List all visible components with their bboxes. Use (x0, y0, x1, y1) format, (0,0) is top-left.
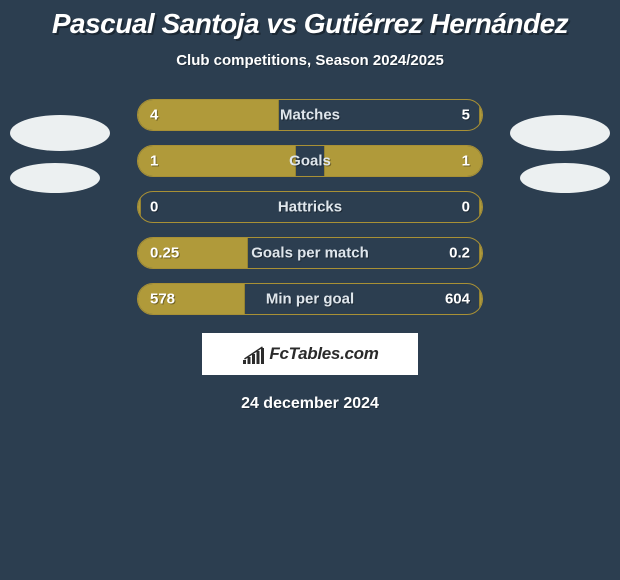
stat-rows: 4 5 Matches 1 1 Goals 0 0 Hattricks 0.25 0.2 Goals … (137, 99, 483, 315)
bar-right (324, 146, 482, 176)
stat-label: Min per goal (266, 291, 354, 308)
page-title: Pascual Santoja vs Gutiérrez Hernández (0, 0, 620, 40)
bar-right (479, 284, 482, 314)
value-left: 0.25 (150, 245, 179, 262)
stat-row: 578 604 Min per goal (137, 283, 483, 315)
player-left-avatar (10, 115, 110, 151)
player-right-avatar-secondary (520, 163, 610, 193)
date-label: 24 december 2024 (0, 395, 620, 413)
value-right: 1 (462, 153, 470, 170)
bar-right (479, 238, 482, 268)
comparison-chart: 4 5 Matches 1 1 Goals 0 0 Hattricks 0.25 0.2 Goals … (0, 99, 620, 315)
stat-label: Goals per match (251, 245, 369, 262)
value-left: 0 (150, 199, 158, 216)
value-left: 1 (150, 153, 158, 170)
source-logo-text: FcTables.com (269, 344, 378, 364)
source-logo: FcTables.com (202, 333, 418, 375)
subtitle: Club competitions, Season 2024/2025 (0, 52, 620, 69)
stat-row: 1 1 Goals (137, 145, 483, 177)
value-right: 0 (462, 199, 470, 216)
value-right: 5 (462, 107, 470, 124)
stat-label: Goals (289, 153, 331, 170)
bars-icon (241, 344, 265, 364)
stat-row: 4 5 Matches (137, 99, 483, 131)
value-left: 4 (150, 107, 158, 124)
value-right: 604 (445, 291, 470, 308)
stat-label: Hattricks (278, 199, 342, 216)
value-right: 0.2 (449, 245, 470, 262)
stat-row: 0 0 Hattricks (137, 191, 483, 223)
player-right-avatar (510, 115, 610, 151)
bar-right (479, 192, 482, 222)
player-left-avatar-secondary (10, 163, 100, 193)
bar-right (479, 100, 482, 130)
bar-left (138, 192, 141, 222)
stat-label: Matches (280, 107, 340, 124)
stat-row: 0.25 0.2 Goals per match (137, 237, 483, 269)
bar-left (138, 100, 279, 130)
value-left: 578 (150, 291, 175, 308)
bar-left (138, 146, 296, 176)
